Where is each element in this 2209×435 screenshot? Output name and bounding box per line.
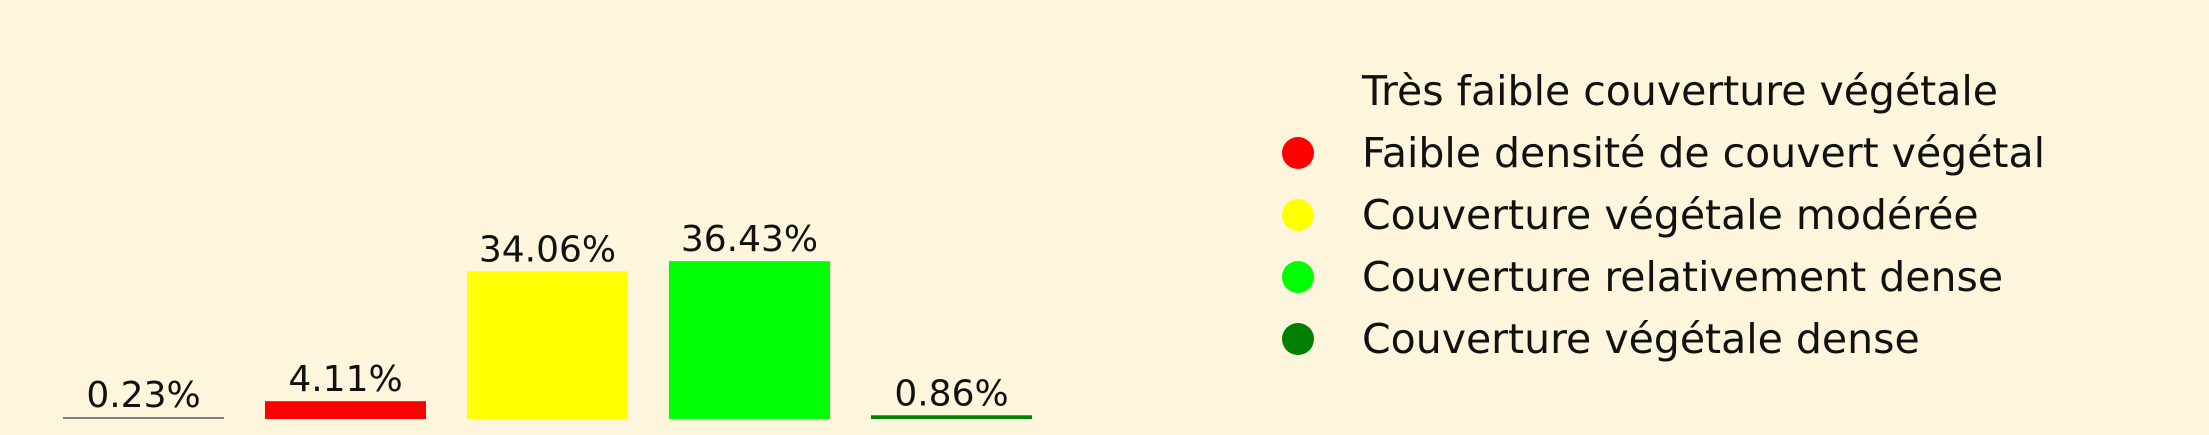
- legend-label: Couverture végétale dense: [1362, 315, 1920, 363]
- value-labels-layer: 0.23% 4.11% 34.06% 36.43% 0.86%: [86, 219, 1008, 416]
- legend-label: Très faible couverture végétale: [1362, 67, 1999, 115]
- bar-very-low: [63, 417, 224, 419]
- value-label-very-low: 0.23%: [86, 375, 200, 416]
- legend-item-low: Faible densité de couvert végétal: [1270, 122, 2045, 184]
- legend-label: Faible densité de couvert végétal: [1362, 129, 2046, 177]
- legend-item-moderate: Couverture végétale modérée: [1270, 184, 2045, 246]
- value-label-moderate: 34.06%: [479, 229, 616, 270]
- bar-relatively-dense: [669, 261, 830, 419]
- legend: Très faible couverture végétale Faible d…: [1270, 60, 2045, 370]
- legend-marker: [1282, 199, 1314, 231]
- bar-dense: [871, 415, 1032, 419]
- legend-item-relatively-dense: Couverture relativement dense: [1270, 246, 2045, 308]
- value-label-dense: 0.86%: [894, 373, 1008, 414]
- value-label-relatively-dense: 36.43%: [681, 219, 818, 260]
- legend-label: Couverture relativement dense: [1362, 253, 2004, 301]
- legend-label: Couverture végétale modérée: [1362, 191, 1979, 239]
- value-label-low: 4.11%: [288, 359, 402, 400]
- bar-moderate: [467, 271, 628, 419]
- legend-marker: [1282, 75, 1314, 107]
- legend-item-dense: Couverture végétale dense: [1270, 308, 2045, 370]
- bars-layer: [63, 261, 1032, 419]
- bar-chart: 0.23% 4.11% 34.06% 36.43% 0.86%: [63, 219, 1032, 419]
- legend-marker: [1282, 323, 1314, 355]
- legend-marker: [1282, 137, 1314, 169]
- bar-low: [265, 401, 426, 419]
- legend-marker: [1282, 261, 1314, 293]
- legend-item-very-low: Très faible couverture végétale: [1270, 60, 2045, 122]
